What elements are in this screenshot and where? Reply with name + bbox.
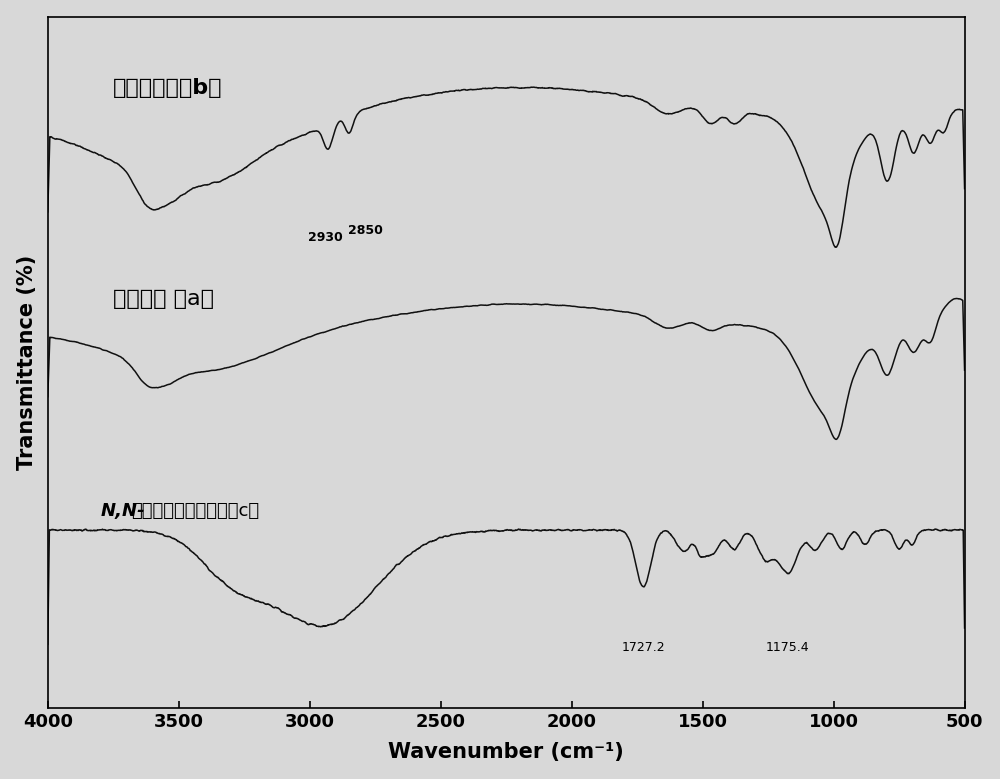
Text: 1175.4: 1175.4 [766,640,810,654]
X-axis label: Wavenumber (cm⁻¹): Wavenumber (cm⁻¹) [388,742,624,763]
Text: 1727.2: 1727.2 [621,640,665,654]
Text: 二甲基脆氪基氧化胺（c）: 二甲基脆氪基氧化胺（c） [132,502,260,520]
Text: 改性凹凸棒（b）: 改性凹凸棒（b） [113,78,223,97]
Text: N,N-: N,N- [100,502,145,520]
Text: 2850: 2850 [348,224,383,238]
Y-axis label: Transmittance (%): Transmittance (%) [17,255,37,471]
Text: 2930: 2930 [308,231,343,244]
Text: 凹凸棒土 （a）: 凹凸棒土 （a） [113,289,214,308]
